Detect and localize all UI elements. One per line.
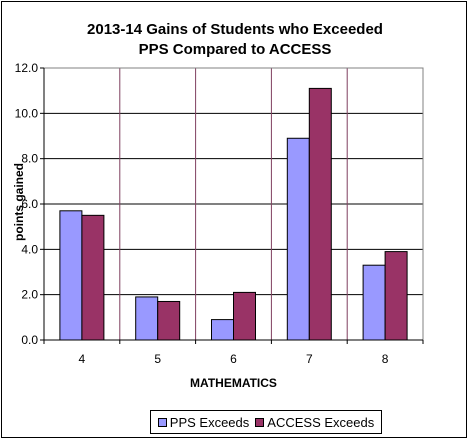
y-tick-label: 8.0 bbox=[21, 152, 38, 166]
bar-pps-grade-4 bbox=[59, 210, 83, 341]
y-tick-label: 4.0 bbox=[21, 242, 38, 256]
legend-item-access: ACCESS Exceeds bbox=[255, 415, 374, 430]
y-tick-label: 12.0 bbox=[15, 61, 39, 75]
bar-pps-grade-8 bbox=[362, 264, 386, 341]
bar-access-grade-8 bbox=[384, 251, 408, 341]
legend-label-access: ACCESS Exceeds bbox=[267, 414, 375, 430]
bar-pps-grade-6 bbox=[211, 319, 234, 341]
bar-pps-grade-7 bbox=[286, 137, 310, 341]
y-tick-label: 0.0 bbox=[21, 333, 38, 347]
x-tick-label: 5 bbox=[154, 352, 161, 366]
y-axis-title: points gained bbox=[12, 163, 26, 241]
y-tick-label: 2.0 bbox=[21, 288, 38, 302]
bar-pps-grade-5 bbox=[135, 296, 159, 341]
legend-label-pps: PPS Exceeds bbox=[169, 414, 250, 430]
bar-access-grade-5 bbox=[157, 300, 181, 341]
chart-title: 2013-14 Gains of Students who Exceeded P… bbox=[2, 20, 468, 60]
legend-swatch-access bbox=[255, 417, 265, 427]
legend-swatch-pps bbox=[157, 417, 167, 427]
bar-access-grade-6 bbox=[233, 291, 256, 341]
legend: PPS Exceeds ACCESS Exceeds bbox=[150, 410, 382, 434]
y-tick-label: 10.0 bbox=[15, 106, 39, 120]
chart-title-line-2: PPS Compared to ACCESS bbox=[138, 41, 332, 58]
y-tick-label: 6.0 bbox=[21, 197, 38, 211]
legend-item-pps: PPS Exceeds bbox=[157, 414, 250, 430]
bar-access-grade-7 bbox=[308, 87, 332, 341]
bar-access-grade-4 bbox=[81, 214, 105, 341]
x-tick-label: 8 bbox=[382, 352, 389, 366]
chart-title-line-1: 2013-14 Gains of Students who Exceeded bbox=[87, 21, 383, 38]
x-tick-label: 7 bbox=[306, 352, 313, 366]
x-tick-label: 4 bbox=[79, 352, 86, 366]
x-tick-label: 6 bbox=[230, 352, 237, 366]
x-axis-title: MATHEMATICS bbox=[190, 376, 277, 390]
